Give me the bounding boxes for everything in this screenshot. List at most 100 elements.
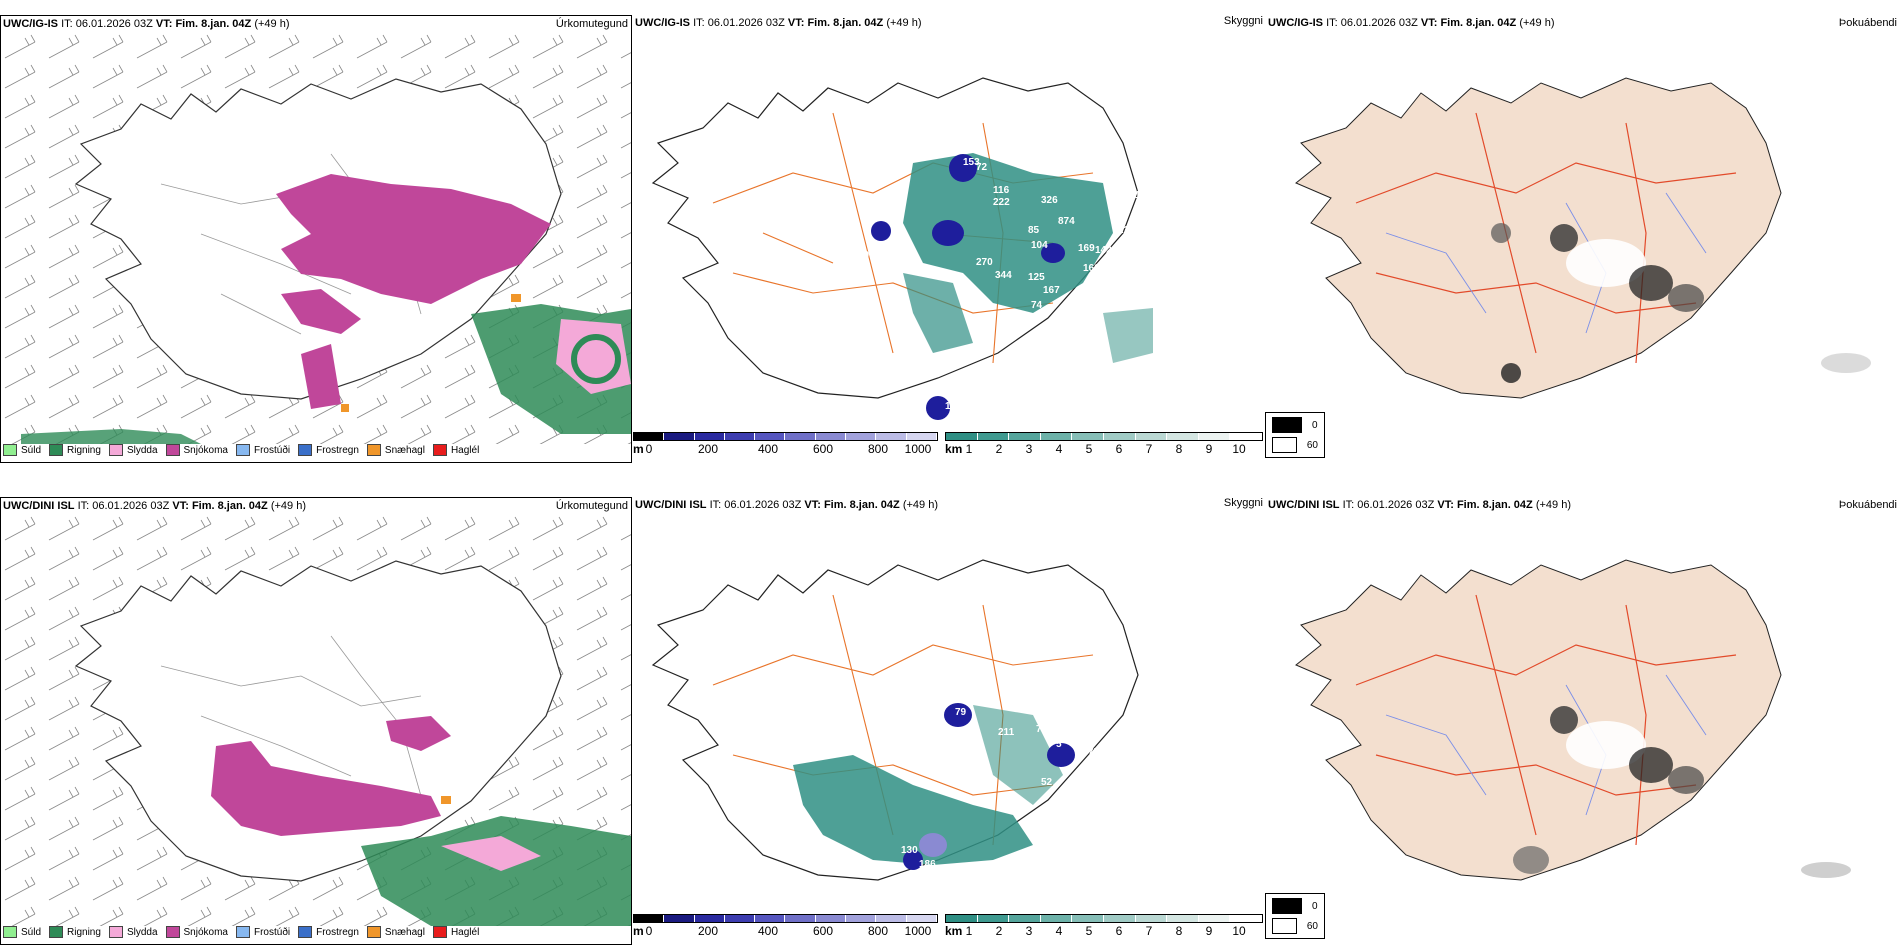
cloud-base-label: 153 (963, 157, 980, 168)
cloud-base-label: 27 (996, 335, 1008, 346)
precip-map (1, 34, 631, 444)
fog-legend: 0 60 (1265, 412, 1325, 458)
panel-type-label: Skyggni (1223, 15, 1263, 27)
legend-swatch (49, 926, 64, 938)
cloud-base-label: 89 (1023, 700, 1035, 711)
legend-item: Rigning (49, 926, 101, 938)
iceland-outline (74, 560, 562, 882)
fog-map (1295, 559, 1851, 881)
legend-label: Snæhagl (384, 926, 425, 938)
legend-item: Rigning (49, 444, 101, 456)
panel-title: UWC/DINI ISL IT: 06.01.2026 03Z VT: Fim.… (3, 500, 306, 512)
legend-swatch (49, 444, 64, 456)
precip-legend: Súld Rigning Slydda Snjókoma Frostúði Frostre… (3, 444, 479, 456)
cloud-base-label: 169 (1078, 243, 1095, 254)
cloud-base-label: 167 (1043, 285, 1060, 296)
cloud-base-label: 920 (999, 862, 1016, 873)
cloud-base-label: 72 (976, 162, 988, 173)
legend-label: Frostúði (253, 444, 291, 456)
fog-indicator-panel-igis: UWC/IG-IS IT: 06.01.2026 03Z VT: Fim. 8.… (1266, 15, 1900, 410)
legend-label: Snjókoma (183, 926, 228, 938)
cloud-base-label: 51 (907, 877, 919, 888)
legend-label: Rigning (67, 444, 101, 456)
cloud-base-label: 125 (1028, 272, 1045, 283)
legend-label: Frostúði (253, 926, 291, 938)
snow-area (276, 174, 551, 304)
precip-map (1, 516, 631, 926)
iceland-outline (651, 77, 1139, 399)
snow-area (211, 741, 441, 836)
cloud-base-label: 423 (1095, 837, 1112, 848)
cloud-base-label: 76 (885, 265, 897, 276)
cloud-base-label: 89 (858, 250, 870, 261)
cloud-base-label: 85 (1028, 225, 1040, 236)
legend-swatch (235, 444, 250, 456)
cloud-base-label: 211 (998, 727, 1015, 738)
cloud-base-label: 79 (955, 707, 967, 718)
legend-item: Snæhagl (366, 444, 425, 456)
panel-title: UWC/IG-IS IT: 06.01.2026 03Z VT: Fim. 8.… (3, 18, 290, 30)
cloud-base-label: 73 (1036, 724, 1048, 735)
cloud-base-label: 130 (901, 845, 918, 856)
legend-swatch (432, 444, 447, 456)
legend-swatch (108, 926, 123, 938)
ceiling-colorbar: m 0 200 400 600 800 1000 (633, 432, 938, 460)
legend-swatch (298, 926, 313, 938)
ceiling-visibility-panel-dini: UWC/DINI ISL IT: 06.01.2026 03Z VT: Fim.… (633, 497, 1263, 945)
legend-swatch (3, 926, 17, 938)
legend-label: Slydda (126, 926, 158, 938)
cloud-base-label: 392 (1130, 367, 1147, 378)
panel-title: UWC/DINI ISL IT: 06.01.2026 03Z VT: Fim.… (635, 499, 938, 511)
legend-swatch (108, 444, 123, 456)
cloud-base-label: 96 (1046, 685, 1058, 696)
panel-title: UWC/DINI ISL IT: 06.01.2026 03Z VT: Fim.… (1268, 499, 1571, 511)
cloud-base-label: 270 (976, 257, 993, 268)
legend-swatch (366, 444, 381, 456)
legend-label: Haglél (450, 444, 480, 456)
legend-item: Súld (3, 444, 41, 456)
cloud-base-label: 101 (1133, 395, 1150, 406)
legend-swatch (432, 926, 447, 938)
cloud-base-label: 29 (1133, 210, 1145, 221)
legend-label: Súld (21, 926, 42, 938)
teal-area (903, 153, 1113, 313)
cloud-base-label: 142 (1095, 245, 1112, 256)
legend-swatch (165, 444, 180, 456)
fog-map (1295, 77, 1871, 399)
cloud-base-label: 222 (993, 197, 1010, 208)
panel-type-label: Úrkomutegund (555, 500, 628, 512)
ceiling-colorbar: m 0 200 400 600 800 1000 (633, 914, 938, 942)
fog-legend: 0 60 (1265, 893, 1325, 939)
legend-label: Rigning (67, 926, 101, 938)
legend-swatch (298, 444, 313, 456)
legend-swatch (366, 926, 381, 938)
cloud-base-label: 104 (1031, 240, 1048, 251)
cloud-base-label: 149 (945, 401, 962, 412)
panel-type-label: Skyggni (1223, 497, 1263, 509)
legend-item: Haglél (432, 926, 479, 938)
cloud-base-label: 52 (1041, 777, 1053, 788)
legend-label: Snjókoma (183, 444, 228, 456)
iceland-outline (1295, 77, 1782, 399)
visibility-colorbar: km 1 2 3 4 5 6 7 8 9 10 (945, 432, 1263, 460)
iceland-outline (1295, 559, 1782, 881)
precip-type-panel-igis: UWC/IG-IS IT: 06.01.2026 03Z VT: Fim. 8.… (0, 15, 632, 463)
precip-type-panel-dini: UWC/DINI ISL IT: 06.01.2026 03Z VT: Fim.… (0, 497, 632, 945)
legend-item: Slydda (108, 926, 158, 938)
legend-item: Snæhagl (366, 926, 425, 938)
cloud-base-label: 84 (1099, 747, 1111, 758)
legend-item: Frostúði (235, 926, 291, 938)
legend-swatch (3, 444, 17, 456)
panel-type-label: Þokuábendi (1838, 499, 1897, 511)
ceiling-visibility-panel-igis: UWC/IG-IS IT: 06.01.2026 03Z VT: Fim. 8.… (633, 15, 1263, 463)
cloud-base-label: 75 (1088, 747, 1100, 758)
panel-type-label: Úrkomutegund (555, 18, 628, 30)
legend-item: Haglél (432, 444, 480, 456)
legend-item: Snjókoma (165, 444, 228, 456)
legend-item: Snjókoma (165, 926, 228, 938)
legend-label: Súld (21, 444, 42, 456)
legend-item: Frostregn (298, 444, 359, 456)
visibility-map: 79968984211737555213018651920423233 (651, 559, 1139, 888)
precip-legend: Súld Rigning Slydda Snjókoma Frostúði Frostre… (3, 926, 479, 938)
